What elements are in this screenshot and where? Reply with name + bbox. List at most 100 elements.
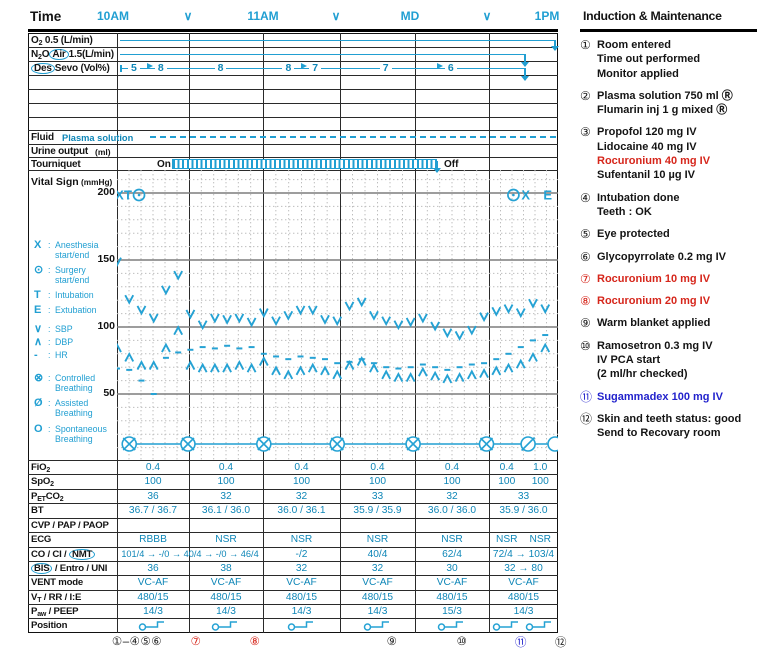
dbp-mark <box>479 368 489 379</box>
table-cell: 36.7 / 36.7 <box>118 503 188 518</box>
cell-value: 100 <box>498 476 516 487</box>
legend-symbol-icon: ⊗ <box>34 372 44 384</box>
table-cell <box>416 618 488 633</box>
item-line: Monitor applied <box>597 67 679 80</box>
dbp-mark <box>320 365 330 376</box>
grid-col-line <box>415 33 416 633</box>
row-label: VT / RR / I:E <box>31 592 81 604</box>
table-cell: 480/15 <box>190 590 262 604</box>
anesthesia-start-mark: X <box>117 188 124 203</box>
item-number-badge: ⑪ <box>580 389 593 404</box>
cell-value: NSR <box>495 534 518 545</box>
sbp-mark <box>515 308 526 319</box>
table-cell: NSR <box>264 532 339 547</box>
cell-value: NSR <box>366 534 389 545</box>
sbp-mark <box>124 294 135 305</box>
supine-position-icon <box>211 621 237 631</box>
dbp-mark <box>540 342 551 353</box>
event-number-marker: ⑧ <box>249 636 261 648</box>
legend-label: DBP <box>55 337 74 347</box>
o2-row-flow-line <box>120 40 556 41</box>
grid-row-line <box>28 117 558 118</box>
dbp-mark <box>454 372 465 383</box>
tourniquet-off-arrow-icon <box>433 161 441 173</box>
right-panel-title: Induction & Maintenance <box>583 9 722 23</box>
table-cell <box>416 518 488 532</box>
sbp-mark <box>454 330 465 341</box>
table-cell: 36.1 / 36.0 <box>190 503 262 518</box>
surgery-start-mark <box>132 188 146 202</box>
label-text: (L/min) <box>81 49 114 60</box>
legend-hr: -: HR <box>34 350 118 361</box>
item-number-badge: ⑥ <box>580 249 591 264</box>
item-line: Room entered <box>597 39 671 51</box>
dbp-mark <box>173 325 184 336</box>
legend-label: HR <box>55 350 68 360</box>
sbp-mark <box>173 270 184 281</box>
sbp-mark <box>466 325 477 336</box>
n2o-air-row-end-arrow-icon <box>521 54 529 67</box>
item-lines: Skin and teeth status: good Send to Recov… <box>597 412 756 441</box>
time-tick-chevron-icon: ∨ <box>482 9 492 23</box>
induction-item-7: ⑦ Rocuronium 10 mg IV <box>580 272 756 286</box>
row-label: CO / CI / NMT <box>31 549 96 560</box>
dbp-mark <box>136 360 147 370</box>
grid-col-line <box>189 33 190 633</box>
time-tick-chevron-icon: ∨ <box>331 9 341 23</box>
induction-item-3: ③ Propofol 120 mg IV Lidocaine 40 mg IV Roc… <box>580 125 756 182</box>
item-lines: Rocuronium 20 mg IV <box>597 294 756 308</box>
sbp-mark <box>197 320 208 331</box>
dbp-mark <box>234 360 245 370</box>
legend-assisted-breathing: Ø: Assisted Breathing <box>34 398 118 419</box>
sbp-mark <box>491 306 502 317</box>
table-cell: 0.4 <box>190 460 262 474</box>
cell-value: VC-AF <box>137 577 169 588</box>
legend-extubation: E: Extubation <box>34 305 118 316</box>
dbp-mark <box>258 355 269 366</box>
table-cell: -/2 <box>264 547 339 561</box>
cell-value: 100 <box>217 476 235 487</box>
subscript: 2 <box>46 467 51 474</box>
row-label: ECG <box>31 534 51 545</box>
cell-value: 101/4 → -/0 → 40/4 → -/0 → 46/4 <box>121 549 259 559</box>
table-cell: 0.4 1.0 <box>490 460 557 474</box>
dose-line-segment <box>166 67 215 69</box>
sbp-mark <box>295 305 306 316</box>
sbp-mark <box>258 308 269 319</box>
legend-anesthesia-start-end: X: Anesthesia start/end <box>34 240 118 261</box>
cell-value: 0.4 <box>444 461 460 473</box>
dbp-mark <box>466 369 477 380</box>
row-label: VENT mode <box>31 577 83 588</box>
cell-value: VC-AF <box>362 577 393 588</box>
subscript: T <box>37 597 42 604</box>
label-text: Sevo <box>54 63 81 74</box>
item-line: Flumarin inj 1 g mixed Ⓡ <box>597 104 728 117</box>
table-cell: 72/4 → 103/4 <box>490 547 557 561</box>
sbp-mark <box>393 320 404 331</box>
event-number-marker: ⑪ <box>515 637 527 649</box>
des-sevo-row-end-arrow-icon <box>521 68 529 81</box>
cell-value: 480/15 <box>285 591 318 603</box>
grid-row-line <box>28 575 558 576</box>
table-cell: 30 <box>416 561 488 575</box>
sbp-mark <box>246 317 257 328</box>
des-sevo-row-label: Des Sevo (Vol%) <box>31 63 110 74</box>
row-label: FiO2 <box>31 462 50 474</box>
table-cell: 100 <box>190 474 262 489</box>
cell-value: 0.4 <box>294 461 309 473</box>
sbp-mark <box>271 316 281 327</box>
grid-row-line <box>28 130 558 131</box>
sbp-mark <box>344 301 355 312</box>
item-line: Teeth : OK <box>597 205 652 218</box>
cell-value: 14/3 <box>513 605 534 617</box>
cell-value: 480/15 <box>137 591 169 603</box>
event-number-marker: ⑫ <box>555 637 567 649</box>
legend-label: Assisted Breathing <box>55 398 93 418</box>
cell-value: 32 <box>446 490 458 502</box>
table-cell <box>118 518 188 532</box>
item-number-badge: ⑨ <box>580 316 591 331</box>
cell-value: 33 <box>371 490 384 502</box>
row-label: BT <box>31 505 44 516</box>
table-cell: 33 <box>490 489 557 503</box>
